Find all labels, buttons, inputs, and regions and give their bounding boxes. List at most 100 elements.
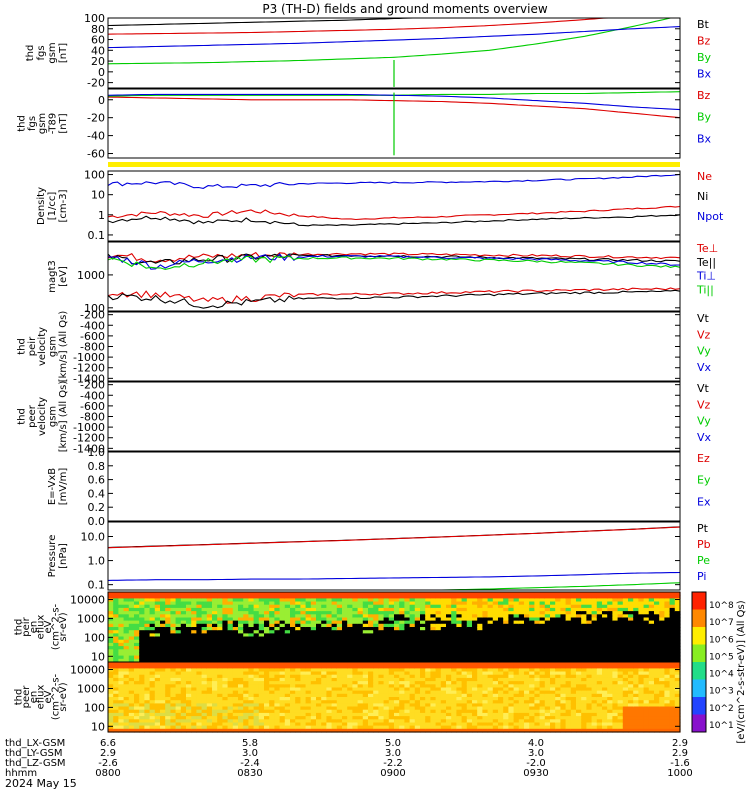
y-axis-label-line: [nPa] xyxy=(58,543,69,569)
panel-frame xyxy=(108,452,680,521)
series-Ni xyxy=(108,215,680,226)
y-axis-label-line: velocity xyxy=(37,397,48,436)
panel-frame xyxy=(108,312,680,381)
spectrogram-9 xyxy=(108,592,681,663)
y-tick-label: 1 xyxy=(98,209,105,222)
y-tick-label: -20 xyxy=(87,112,105,125)
legend-Pi: Pi xyxy=(697,570,706,583)
series-Bz xyxy=(108,18,680,34)
legend-Bx: Bx xyxy=(697,132,712,145)
y-axis-label: Density[1/cc][cm-3] xyxy=(36,187,69,225)
y-axis-label-line: [eV] xyxy=(58,266,69,287)
legend-Pe: Pe xyxy=(697,554,710,567)
y-axis-label-line: gsm xyxy=(37,113,48,134)
y-axis-label-line: thd xyxy=(25,45,36,62)
legend-Ti||: Ti|| xyxy=(696,283,714,296)
legend-Ni: Ni xyxy=(697,190,708,203)
y-tick-label: 1000 xyxy=(77,612,105,625)
y-axis-label-line: peer xyxy=(27,404,38,428)
y-tick-label: 0.1 xyxy=(88,229,106,242)
series-By xyxy=(108,18,680,64)
y-tick-label: 1.0 xyxy=(88,446,106,459)
legend-Vz: Vz xyxy=(697,328,711,341)
series-Pi xyxy=(108,583,680,590)
y-axis-label-line: Density xyxy=(36,187,47,225)
legend-Ex: Ex xyxy=(697,495,711,508)
panel-frame xyxy=(108,382,680,451)
legend-Npot: Npot xyxy=(697,210,724,223)
y-tick-label: 0 xyxy=(98,94,105,107)
legend-Bz: Bz xyxy=(697,35,711,48)
legend-Ez: Ez xyxy=(697,452,710,465)
y-tick-label: 10000 xyxy=(70,594,105,607)
y-axis-label-line: gsm xyxy=(48,336,59,357)
legend-Bt: Bt xyxy=(697,18,710,31)
legend-Vy: Vy xyxy=(697,345,711,358)
y-axis-label-line: thd xyxy=(16,115,27,132)
legend-Pb: Pb xyxy=(697,538,711,551)
y-axis-label-line: gsm xyxy=(48,406,59,427)
y-axis-label-line: Pressure xyxy=(47,535,58,578)
y-tick-label: 0.6 xyxy=(88,474,106,487)
y-axis-label-line: [nT] xyxy=(58,113,69,133)
panel-9: 10000 1000 100 10 thdpeirenefluxeV(cm^2-s-sr… xyxy=(13,592,680,663)
y-tick-label: 0.2 xyxy=(88,501,106,514)
y-axis-label: Pressure[nPa] xyxy=(47,535,69,578)
y-axis-label-line: thd xyxy=(16,338,27,355)
y-tick-label: 100 xyxy=(84,631,105,644)
y-axis-label: magt3[eV] xyxy=(47,260,69,293)
y-tick-label: -20 xyxy=(87,77,105,90)
legend-Vt: Vt xyxy=(697,312,710,325)
spectrogram-10 xyxy=(108,662,681,733)
series-lowTe xyxy=(108,288,680,303)
legend-By: By xyxy=(697,111,712,124)
y-axis-label-line: fgs xyxy=(27,116,38,131)
y-tick-label: 0.4 xyxy=(88,487,106,500)
y-axis-label-line: gsm xyxy=(47,42,58,63)
y-tick-label: 10 xyxy=(91,650,105,663)
legend-Te⊥: Te⊥ xyxy=(696,242,718,255)
y-axis-label-line: magt3 xyxy=(47,260,58,293)
y-axis-label-line: fgs xyxy=(36,45,47,60)
legend-Vx: Vx xyxy=(697,361,712,374)
y-axis-label-line: thd xyxy=(16,408,27,425)
plot-title: P3 (TH-D) fields and ground moments over… xyxy=(262,2,547,16)
y-axis-label-line: [km/s] (All Qs) xyxy=(58,311,69,383)
legend-By: By xyxy=(697,51,712,64)
y-axis-label-line: peir xyxy=(27,336,38,356)
legend-Ey: Ey xyxy=(697,474,711,487)
legend-Vy: Vy xyxy=(697,415,711,428)
series-Npot xyxy=(108,175,680,189)
y-tick-label: 10.0 xyxy=(81,530,106,543)
y-axis-label-line: [nT] xyxy=(58,43,69,63)
y-tick-label: -40 xyxy=(87,130,105,143)
y-tick-label: 10 xyxy=(91,189,105,202)
y-axis-label-line: [mV/m] xyxy=(58,468,69,506)
legend-Vz: Vz xyxy=(697,398,711,411)
y-tick-label: 0.1 xyxy=(88,579,106,592)
y-axis-label-line: [1/cc] xyxy=(47,192,58,221)
legend-Bz: Bz xyxy=(697,89,711,102)
y-tick-label: 1.0 xyxy=(88,555,106,568)
panel-10: 10000100010010thdpeerenefluxeV(cm^2-s-sr… xyxy=(13,662,680,733)
y-axis-label-line: -T89 xyxy=(48,113,59,135)
series-Ne xyxy=(108,206,680,219)
panel-8: 10.0 1.0 0.1 Pressure[nPa] Pt Pb Pe Pi xyxy=(47,522,711,592)
y-axis-label-line: E=-VxB xyxy=(47,468,58,505)
panel-frame xyxy=(108,171,680,241)
legend-Vx: Vx xyxy=(697,431,712,444)
series-Pt xyxy=(108,527,680,548)
legend-Ne: Ne xyxy=(697,170,712,183)
y-tick-label: 1000 xyxy=(77,269,105,282)
legend-Pt: Pt xyxy=(697,522,709,535)
y-axis-label-line: [km/s] (All Qs) xyxy=(58,381,69,453)
